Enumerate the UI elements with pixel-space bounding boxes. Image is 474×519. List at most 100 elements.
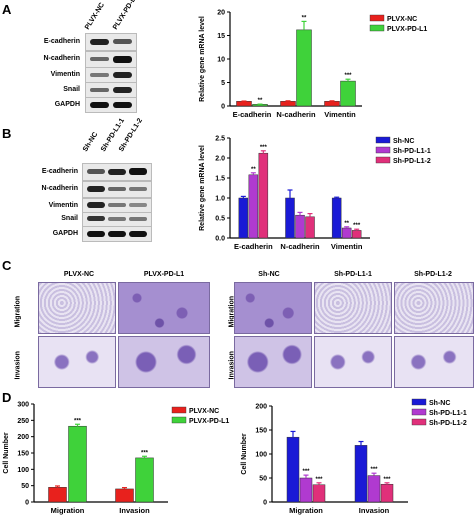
- bar: [380, 483, 394, 503]
- bar: [68, 425, 87, 503]
- blot-b-row-label: Snail: [61, 215, 78, 222]
- significance-mark: ***: [74, 418, 82, 424]
- blot-strip: [85, 33, 137, 51]
- y-tick-label: 0.5: [215, 216, 225, 223]
- significance-mark: ***: [141, 450, 149, 456]
- blot-a-row-label: N-cadherin: [43, 55, 80, 62]
- legend-label: PLVX-NC: [387, 16, 417, 23]
- micrograph: [314, 282, 392, 334]
- y-tick-label: 100: [255, 452, 267, 459]
- chart-b: 0.0 0.5 1.0 1.5 2.0 2.5 Relative gene mRNA lev…: [199, 136, 431, 252]
- x-tick-label: N-cadherin: [280, 242, 320, 251]
- y-tick-label: 0: [25, 500, 29, 507]
- y-axis-label: Cell Number: [3, 432, 10, 474]
- legend-swatch: [375, 146, 391, 154]
- panel-label-d: D: [2, 390, 12, 405]
- x-tick-label: N-cadherin: [276, 110, 316, 119]
- y-tick-label: 5: [221, 80, 225, 87]
- y-tick-label: 150: [255, 428, 267, 435]
- micrograph: [394, 336, 474, 388]
- blot-b-lane-1: Sh-NC: [82, 131, 100, 153]
- micro-row-label: Invasion: [14, 351, 22, 380]
- blot-b-row-label: GAPDH: [52, 230, 78, 237]
- x-tick-label: E-cadherin: [233, 110, 272, 119]
- bar: [331, 197, 342, 239]
- x-tick-label: E-cadherin: [234, 242, 273, 251]
- blot-strip: [85, 82, 137, 98]
- y-tick-label: 15: [217, 33, 225, 40]
- bar: [367, 475, 381, 503]
- legend-swatch: [411, 408, 427, 416]
- bar: [135, 457, 154, 503]
- significance-mark: **: [251, 167, 256, 173]
- significance-mark: ***: [302, 469, 310, 475]
- y-tick-label: 10: [217, 57, 225, 64]
- significance-mark: **: [344, 221, 349, 227]
- y-tick-label: 0.0: [215, 236, 225, 243]
- micro-title: Sh-NC: [258, 271, 280, 278]
- panel-label-a: A: [2, 2, 12, 17]
- bar: [280, 101, 296, 107]
- y-tick-label: 100: [17, 467, 29, 474]
- blot-b-row-label: Vimentin: [48, 202, 78, 209]
- blot-strip: [85, 67, 137, 83]
- legend-swatch: [411, 398, 427, 406]
- bar: [285, 197, 295, 239]
- micro-title: Sh-PD-L1-1: [334, 271, 372, 278]
- y-tick-label: 200: [17, 434, 29, 441]
- panel-label-c: C: [2, 258, 12, 273]
- bar: [115, 488, 134, 503]
- bar: [296, 29, 312, 107]
- y-tick-label: 50: [259, 476, 267, 483]
- y-tick-label: 20: [217, 10, 225, 17]
- legend-label: PLVX-NC: [189, 408, 219, 415]
- y-tick-label: 200: [255, 404, 267, 411]
- western-blot-b: Sh-NC Sh-PD-L1-1 Sh-PD-L1-2 E-cadherin N…: [0, 117, 160, 246]
- blot-a-lane-2: PLVX-PD-L1: [112, 0, 140, 32]
- y-tick-label: 2.5: [215, 136, 225, 143]
- bar: [236, 101, 252, 107]
- micrograph: [394, 282, 474, 334]
- blot-a-row-label: Vimentin: [50, 71, 80, 78]
- legend-label: Sh-PD-L1-2: [429, 420, 467, 427]
- legend-swatch: [171, 416, 187, 424]
- legend-label: Sh-PD-L1-1: [393, 148, 431, 155]
- micro-title: PLVX-NC: [63, 271, 95, 278]
- x-tick-label: Migration: [51, 506, 85, 515]
- y-tick-label: 1.0: [215, 196, 225, 203]
- significance-mark: **: [302, 15, 307, 21]
- western-blot-a: PLVX-NC PLVX-PD-L1 E-cadherin N-cadherin…: [0, 0, 160, 120]
- micrograph: [234, 336, 312, 388]
- legend-label: Sh-PD-L1-1: [429, 410, 467, 417]
- y-tick-label: 1.5: [215, 176, 225, 183]
- chart-d-right: 0 50 100 150 200 Cell Number *** *** Migration **…: [241, 398, 467, 515]
- y-tick-label: 2.0: [215, 156, 225, 163]
- bar: [238, 197, 249, 239]
- micrograph: [118, 282, 210, 334]
- bar: [299, 477, 313, 503]
- y-axis-label: Relative gene mRNA level: [199, 16, 206, 102]
- micrograph: [118, 336, 210, 388]
- chart-a: 0 5 10 15 20 Relative gene mRNA level ** E-cadh…: [199, 10, 427, 120]
- y-axis-label: Relative gene mRNA level: [199, 145, 206, 231]
- bar: [286, 436, 300, 503]
- y-tick-label: 50: [21, 483, 29, 490]
- micrograph: [234, 282, 312, 334]
- blot-strip: [82, 198, 152, 213]
- y-tick-label: 250: [17, 418, 29, 425]
- blot-a-row-label: E-cadherin: [43, 38, 80, 45]
- bar: [258, 152, 269, 239]
- micro-title: Sh-PD-L1-2: [414, 271, 452, 278]
- x-tick-label: Invasion: [359, 506, 390, 515]
- legend-label: Sh-NC: [429, 400, 450, 407]
- micrograph: [314, 336, 392, 388]
- y-axis-label: Cell Number: [241, 433, 248, 475]
- blot-a-row-label: Snail: [63, 86, 80, 93]
- micro-title: PLVX-PD-L1: [143, 271, 185, 278]
- legend-swatch: [411, 418, 427, 426]
- y-tick-label: 0: [263, 500, 267, 507]
- bar: [351, 230, 362, 239]
- significance-mark: ***: [344, 73, 352, 79]
- x-tick-label: Vimentin: [324, 110, 356, 119]
- blot-a-row-label: GAPDH: [54, 101, 80, 108]
